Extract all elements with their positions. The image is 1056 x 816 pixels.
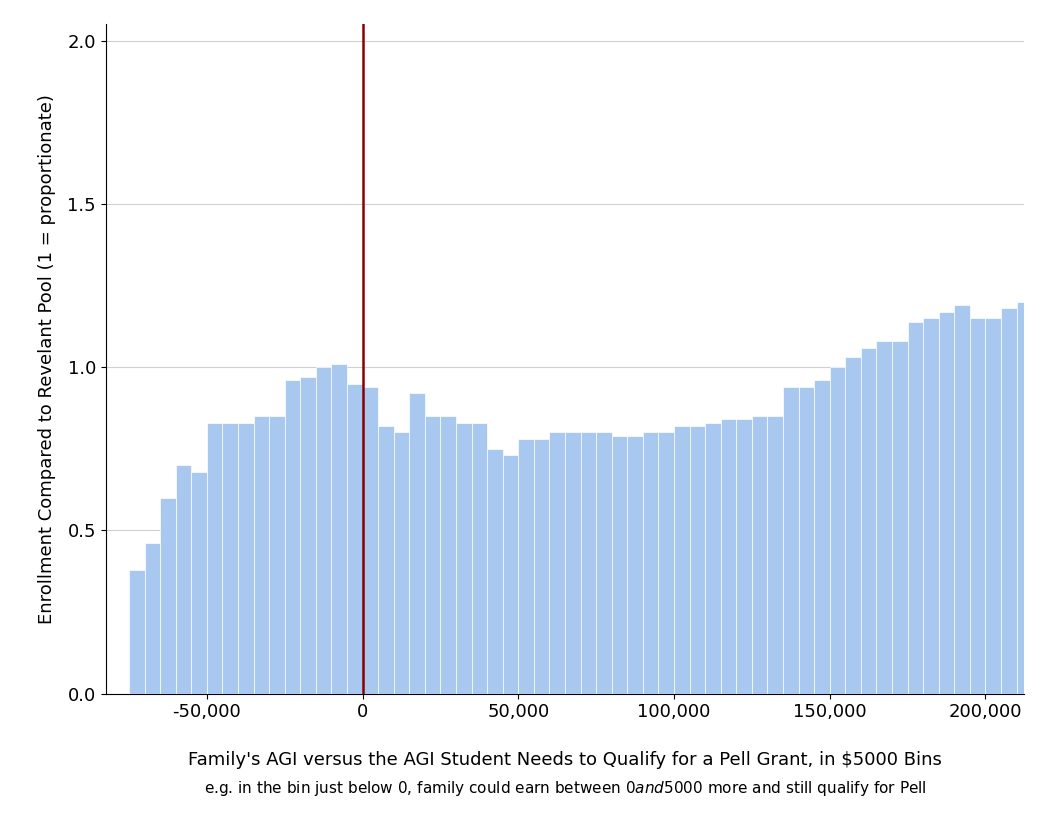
Bar — [223, 423, 238, 694]
Bar — [269, 416, 285, 694]
Bar — [782, 387, 798, 694]
Bar — [814, 380, 830, 694]
Bar — [487, 449, 503, 694]
Bar — [830, 367, 845, 694]
Text: Family's AGI versus the AGI Student Needs to Qualify for a Pell Grant, in $5000 : Family's AGI versus the AGI Student Need… — [188, 751, 942, 769]
Bar — [736, 419, 752, 694]
Bar — [845, 357, 861, 694]
Bar — [238, 423, 253, 694]
Bar — [658, 432, 674, 694]
Bar — [565, 432, 581, 694]
Bar — [985, 318, 1001, 694]
Bar — [674, 426, 690, 694]
Bar — [1032, 299, 1048, 694]
Bar — [175, 465, 191, 694]
Bar — [129, 570, 145, 694]
Bar — [1048, 295, 1056, 694]
Bar — [923, 318, 939, 694]
Bar — [596, 432, 611, 694]
Bar — [332, 364, 347, 694]
Bar — [316, 367, 332, 694]
Bar — [969, 318, 985, 694]
Bar — [549, 432, 565, 694]
Bar — [518, 439, 534, 694]
Bar — [300, 377, 316, 694]
Bar — [285, 380, 300, 694]
Bar — [472, 423, 487, 694]
Bar — [145, 543, 161, 694]
Bar — [1017, 302, 1032, 694]
Bar — [394, 432, 410, 694]
Bar — [191, 472, 207, 694]
Bar — [752, 416, 768, 694]
Bar — [410, 393, 425, 694]
Bar — [627, 436, 643, 694]
Bar — [907, 322, 923, 694]
Bar — [456, 423, 472, 694]
Bar — [378, 426, 394, 694]
Bar — [611, 436, 627, 694]
Bar — [425, 416, 440, 694]
Bar — [161, 498, 175, 694]
Bar — [362, 387, 378, 694]
Bar — [768, 416, 782, 694]
Bar — [534, 439, 549, 694]
Text: e.g. in the bin just below 0, family could earn between $0 and $5000 more and st: e.g. in the bin just below 0, family cou… — [204, 779, 926, 798]
Y-axis label: Enrollment Compared to Revelant Pool (1 = proportionate): Enrollment Compared to Revelant Pool (1 … — [38, 94, 56, 624]
Bar — [861, 348, 876, 694]
Bar — [939, 312, 955, 694]
Bar — [503, 455, 518, 694]
Bar — [690, 426, 705, 694]
Bar — [720, 419, 736, 694]
Bar — [440, 416, 456, 694]
Bar — [207, 423, 223, 694]
Bar — [347, 384, 362, 694]
Bar — [1001, 308, 1017, 694]
Bar — [581, 432, 596, 694]
Bar — [798, 387, 814, 694]
Bar — [892, 341, 907, 694]
Bar — [955, 305, 969, 694]
Bar — [253, 416, 269, 694]
Bar — [876, 341, 892, 694]
Bar — [705, 423, 720, 694]
Bar — [643, 432, 658, 694]
